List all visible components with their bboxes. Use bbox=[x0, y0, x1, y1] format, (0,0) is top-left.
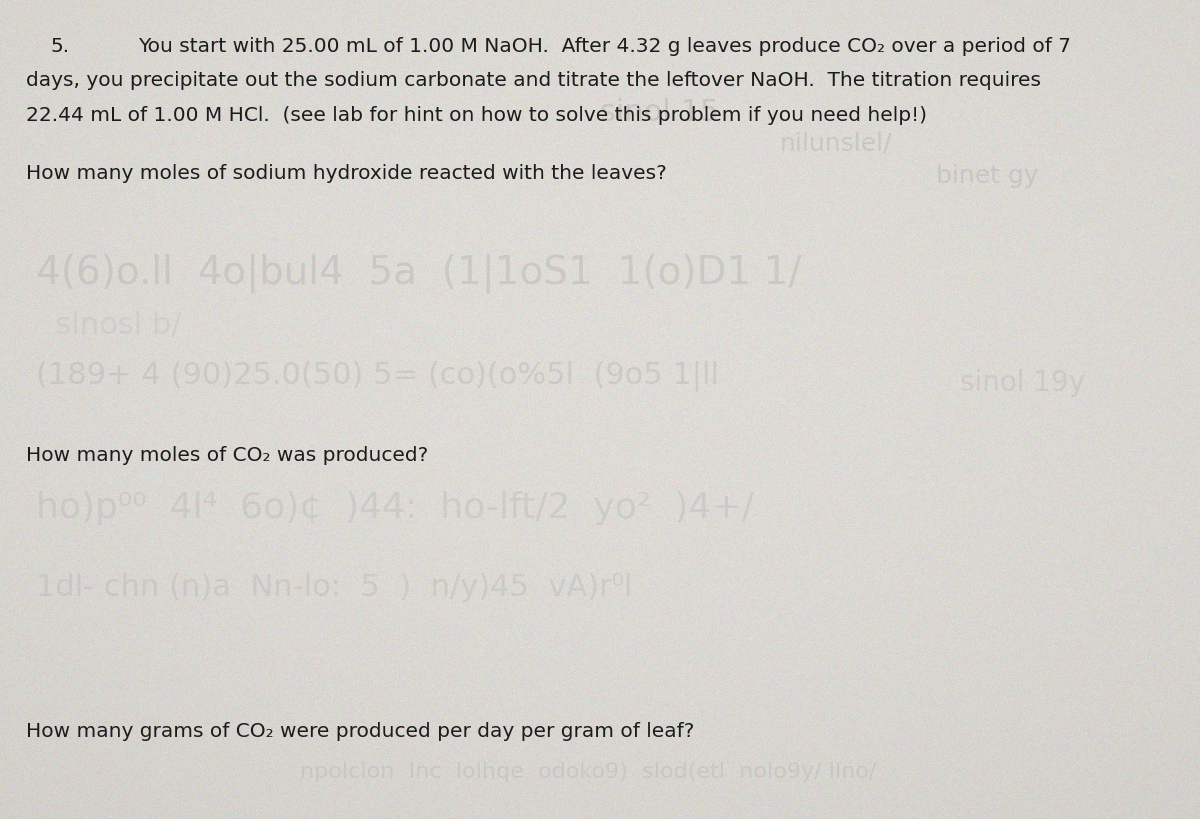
Text: binet gy: binet gy bbox=[936, 164, 1038, 188]
Text: npolclon  Inc  lolhqe  odoko9)  slod(etl  nolo9y/ llno/: npolclon Inc lolhqe odoko9) slod(etl nol… bbox=[300, 762, 876, 781]
Text: How many moles of CO₂ was produced?: How many moles of CO₂ was produced? bbox=[26, 446, 428, 465]
Text: 5.: 5. bbox=[50, 37, 70, 56]
Text: 4(6)o.ll  4o|bul4  5a  (1|1oS1  1(o)D1 1/: 4(6)o.ll 4o|bul4 5a (1|1oS1 1(o)D1 1/ bbox=[36, 254, 802, 293]
Text: ho)p⁰⁰  4l⁴  6o)¢  )44:  ho-lft/2  yo²  )4+/: ho)p⁰⁰ 4l⁴ 6o)¢ )44: ho-lft/2 yo² )4+/ bbox=[36, 491, 754, 526]
Text: 22.44 mL of 1.00 M HCl.  (see lab for hint on how to solve this problem if you n: 22.44 mL of 1.00 M HCl. (see lab for hin… bbox=[26, 106, 928, 124]
Text: (189+ 4 (90)25.0(50) 5= (co)(o%5l  (9o5 1|ll: (189+ 4 (90)25.0(50) 5= (co)(o%5l (9o5 1… bbox=[36, 360, 719, 391]
Text: nilunslel/: nilunslel/ bbox=[780, 131, 893, 155]
Text: days, you precipitate out the sodium carbonate and titrate the leftover NaOH.  T: days, you precipitate out the sodium car… bbox=[26, 71, 1042, 90]
Text: 1dl- chn (n)a  Nn-lo:  5  )  n/y)45  vA)r⁰l: 1dl- chn (n)a Nn-lo: 5 ) n/y)45 vA)r⁰l bbox=[36, 573, 632, 602]
Text: You start with 25.00 mL of 1.00 M NaOH.  After 4.32 g leaves produce CO₂ over a : You start with 25.00 mL of 1.00 M NaOH. … bbox=[138, 37, 1072, 56]
Text: How many moles of sodium hydroxide reacted with the leaves?: How many moles of sodium hydroxide react… bbox=[26, 164, 667, 183]
Text: How many grams of CO₂ were produced per day per gram of leaf?: How many grams of CO₂ were produced per … bbox=[26, 722, 695, 741]
Text: sinol 15: sinol 15 bbox=[600, 98, 719, 127]
Text: slnosl b/: slnosl b/ bbox=[36, 311, 181, 340]
Text: sinol 19y: sinol 19y bbox=[960, 369, 1085, 396]
